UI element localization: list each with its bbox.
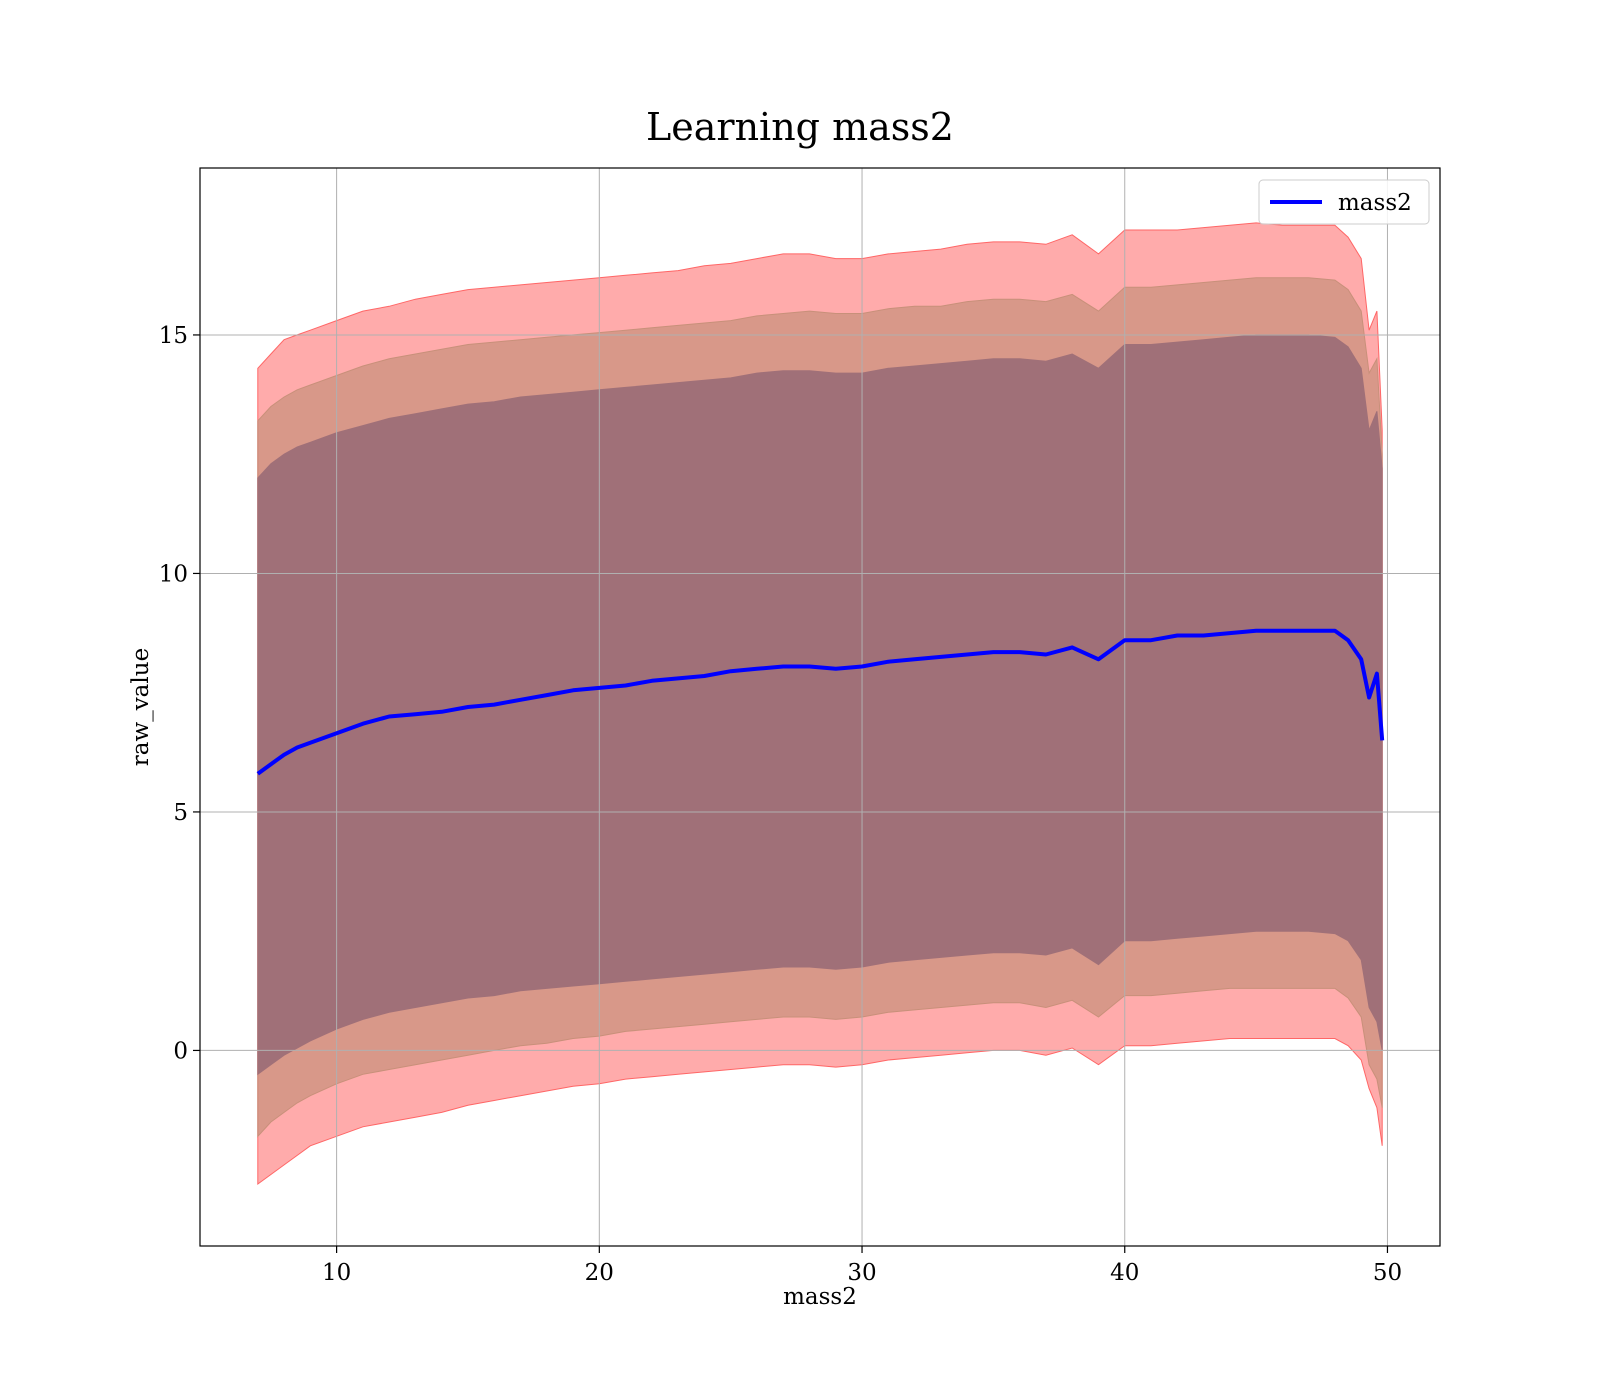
x-axis-label: mass2 xyxy=(783,1284,857,1310)
x-tick-label: 20 xyxy=(585,1260,614,1286)
legend-box xyxy=(1258,179,1430,225)
confidence-bands xyxy=(257,222,1383,1185)
y-tick-label: 10 xyxy=(159,561,188,587)
chart-title: Learning mass2 xyxy=(646,105,954,149)
x-tick-label: 50 xyxy=(1373,1260,1402,1286)
plot-frame xyxy=(199,167,1441,1247)
legend-label: mass2 xyxy=(1338,190,1412,216)
y-axis-label: raw_value xyxy=(128,648,154,766)
series-line-mass2 xyxy=(256,628,1385,776)
y-axis-ticks: 0 5 10 15 xyxy=(159,323,200,1064)
series-lines xyxy=(256,628,1385,776)
y-tick-label: 0 xyxy=(173,1038,188,1064)
y-tick-label: 5 xyxy=(173,800,188,826)
grid xyxy=(200,168,1440,1246)
y-tick-label: 15 xyxy=(159,323,188,349)
legend: mass2 xyxy=(1258,179,1430,225)
x-tick-label: 30 xyxy=(847,1260,876,1286)
x-tick-label: 40 xyxy=(1110,1260,1139,1286)
x-axis-ticks: 10 20 30 40 50 xyxy=(322,1246,1402,1286)
x-tick-label: 10 xyxy=(322,1260,351,1286)
